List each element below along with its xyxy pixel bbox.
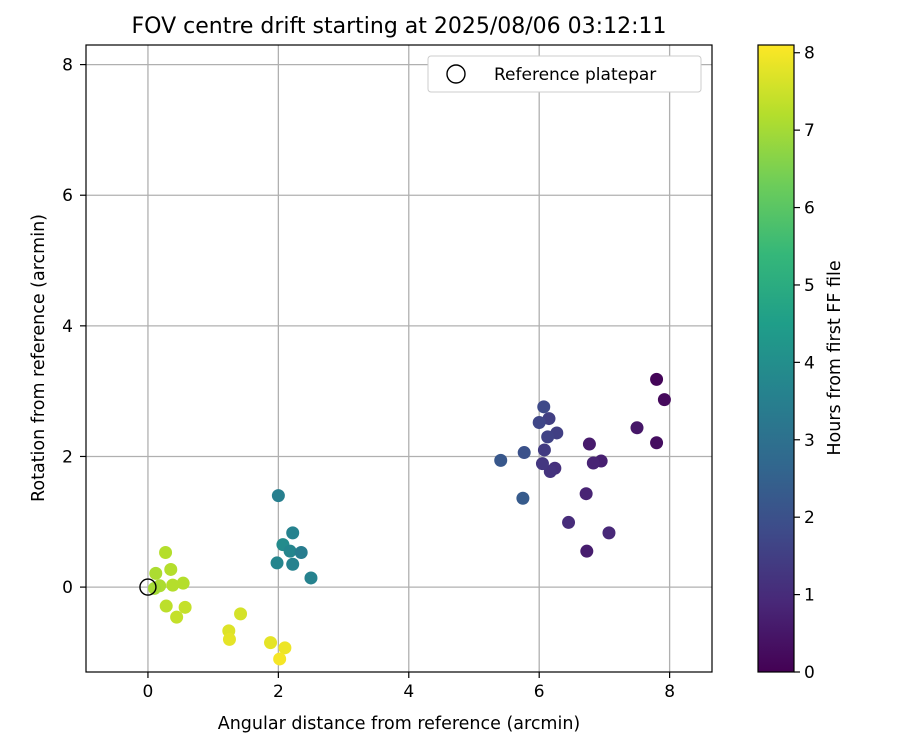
data-point	[159, 545, 173, 559]
data-point	[562, 515, 576, 529]
x-tick-label: 2	[273, 682, 284, 702]
data-point	[166, 578, 180, 592]
colorbar-tick-label: 0	[804, 663, 815, 683]
data-point	[286, 557, 300, 571]
data-point	[580, 544, 594, 558]
legend: Reference platepar	[427, 55, 702, 93]
x-tick-label: 4	[403, 682, 414, 702]
data-point	[657, 393, 671, 407]
colorbar-ticks: 0 1 2 3 4 5 6 7 8	[794, 44, 815, 683]
data-point	[294, 545, 308, 559]
data-point	[278, 641, 292, 655]
data-point	[283, 544, 297, 558]
data-point	[271, 489, 285, 503]
data-point	[542, 412, 556, 426]
y-tick-label: 6	[62, 186, 73, 206]
data-point	[264, 636, 278, 650]
data-point	[516, 491, 530, 505]
data-point	[532, 416, 546, 430]
data-point	[304, 571, 318, 585]
chart-title: FOV centre drift starting at 2025/08/06 …	[132, 14, 667, 39]
data-point	[222, 632, 236, 646]
colorbar-tick-label: 6	[804, 199, 815, 219]
data-point	[535, 457, 549, 471]
colorbar-tick-label: 7	[804, 121, 815, 141]
data-point	[582, 437, 596, 451]
plot-frame	[85, 44, 713, 673]
data-point	[541, 430, 555, 444]
x-axis-label: Angular distance from reference (arcmin)	[218, 714, 581, 734]
plot-area	[85, 44, 713, 673]
x-tick-label: 0	[143, 682, 154, 702]
data-point	[234, 607, 248, 621]
colorbar-tick-label: 3	[804, 431, 815, 451]
legend-entry-label: Reference platepar	[494, 65, 656, 85]
data-point	[170, 610, 184, 624]
data-point	[517, 446, 531, 460]
colorbar-gradient	[758, 45, 794, 672]
colorbar-tick-label: 5	[804, 276, 815, 296]
y-axis-label: Rotation from reference (arcmin)	[29, 214, 49, 502]
data-point	[149, 566, 163, 580]
y-tick-label: 8	[62, 56, 73, 76]
data-point	[537, 400, 551, 414]
x-tick-label: 6	[534, 682, 545, 702]
data-point	[159, 599, 173, 613]
data-point	[494, 453, 508, 467]
legend-marker-open-circle	[446, 64, 466, 84]
data-point	[147, 581, 161, 595]
plot-background	[86, 45, 712, 672]
colorbar-tick-label: 2	[804, 508, 815, 528]
colorbar-tick-label: 8	[804, 44, 815, 64]
data-point	[164, 562, 178, 576]
y-axis-ticks: 0 2 4 6 8	[62, 56, 86, 598]
colorbar-tick-label: 1	[804, 586, 815, 606]
colorbar: 0 1 2 3 4 5 6 7 8 Hours from first FF file	[757, 44, 845, 683]
reference-platepar-marker	[139, 578, 157, 596]
data-point	[286, 526, 300, 540]
y-tick-label: 2	[62, 447, 73, 467]
data-point	[537, 443, 551, 457]
data-point	[650, 436, 664, 450]
data-point	[176, 576, 190, 590]
x-axis-ticks: 0 2 4 6 8	[143, 672, 675, 702]
y-tick-label: 0	[62, 578, 73, 598]
data-points	[147, 372, 671, 666]
data-point	[579, 487, 593, 501]
colorbar-tick-label: 4	[804, 353, 815, 373]
x-tick-label: 8	[664, 682, 675, 702]
colorbar-label: Hours from first FF file	[825, 260, 845, 455]
colorbar-frame	[757, 44, 795, 673]
data-point	[178, 600, 192, 614]
data-point	[270, 556, 284, 570]
data-point	[586, 456, 600, 470]
data-point	[273, 652, 287, 666]
legend-box	[427, 55, 702, 93]
data-point	[650, 372, 664, 386]
data-point	[630, 421, 644, 435]
y-tick-label: 4	[62, 317, 73, 337]
data-point	[602, 526, 616, 540]
